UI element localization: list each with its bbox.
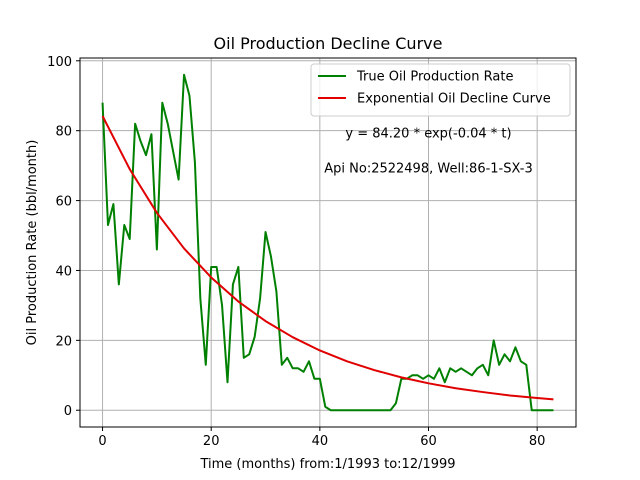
- legend: True Oil Production Rate Exponential Oil…: [310, 63, 571, 117]
- legend-label-exponential: Exponential Oil Decline Curve: [357, 92, 551, 107]
- annotations: y = 84.20 * exp(-0.04 * t) Api No:252249…: [324, 127, 532, 177]
- grid: [80, 58, 576, 427]
- y-axis-label: Oil Production Rate (bbl/month): [25, 140, 40, 346]
- series-line-1: [101, 115, 554, 401]
- x-tick-label: 40: [312, 434, 329, 449]
- x-tick-label: 60: [420, 434, 437, 449]
- y-tick-label: 20: [55, 334, 72, 349]
- legend-box: [310, 63, 571, 117]
- x-tick-label: 80: [529, 434, 546, 449]
- x-axis-label: Time (months) from:1/1993 to:12/1999: [199, 457, 455, 472]
- y-tick-label: 80: [55, 125, 72, 140]
- ticks: 0 20 40 60 80 0 20 40 60 80 100: [47, 55, 545, 449]
- y-tick-label: 60: [55, 195, 72, 210]
- series-line-0: [101, 73, 554, 412]
- y-tick-label: 0: [64, 404, 72, 419]
- well-info: Api No:2522498, Well:86-1-SX-3: [324, 162, 532, 177]
- legend-label-true-rate: True Oil Production Rate: [356, 70, 513, 85]
- chart-title: Oil Production Decline Curve: [214, 34, 443, 53]
- x-tick-label: 0: [98, 434, 106, 449]
- plot-frame: [79, 57, 577, 428]
- y-tick-label: 40: [55, 264, 72, 279]
- x-tick-label: 20: [203, 434, 220, 449]
- fit-equation: y = 84.20 * exp(-0.04 * t): [345, 127, 511, 142]
- series-layer: [101, 73, 554, 412]
- y-tick-label: 100: [47, 55, 72, 70]
